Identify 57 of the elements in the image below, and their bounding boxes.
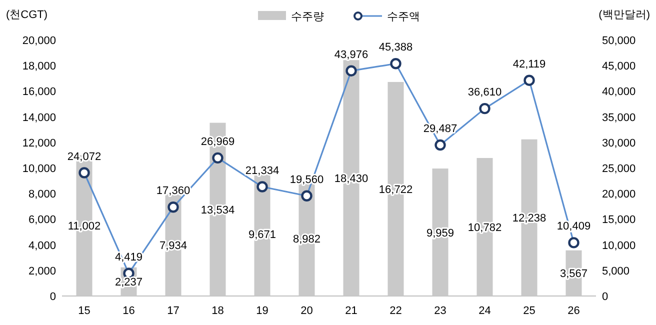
y-tick-label: 6,000 xyxy=(28,214,56,226)
data-label: 13,534 xyxy=(200,204,235,216)
y-tick-label: 20,000 xyxy=(22,35,56,47)
y2-tick-label: 50,000 xyxy=(602,35,636,47)
y2-tick-label: 5,000 xyxy=(602,265,630,278)
y-tick-label: 14,000 xyxy=(22,112,56,124)
data-label: 12,238 xyxy=(512,212,546,225)
x-tick-label: 25 xyxy=(523,305,536,317)
y-tick-label: 4,000 xyxy=(28,240,56,252)
y2-tick-label: 35,000 xyxy=(602,112,636,124)
x-tick-label: 23 xyxy=(434,305,446,317)
y-tick-label: 12,000 xyxy=(22,137,56,150)
data-label: 7,934 xyxy=(159,240,188,252)
x-tick-label: 17 xyxy=(167,305,180,317)
data-label: 42,119 xyxy=(512,58,546,70)
x-tick-label: 19 xyxy=(256,305,268,317)
data-label: 18,430 xyxy=(334,173,368,186)
data-label: 11,002 xyxy=(68,220,101,233)
x-tick-label: 22 xyxy=(390,305,402,317)
y2-tick-label: 10,000 xyxy=(602,240,636,252)
data-label: 16,722 xyxy=(378,184,413,196)
data-label: 8,982 xyxy=(292,234,321,246)
x-tick-label: 16 xyxy=(122,305,135,317)
y-axis-title: (천CGT) xyxy=(6,9,48,21)
y2-tick-label: 40,000 xyxy=(602,86,636,98)
y2-axis-title: (백만달러) xyxy=(598,9,650,21)
data-label: 45,388 xyxy=(378,42,413,54)
data-label: 9,959 xyxy=(426,227,454,240)
x-tick-label: 26 xyxy=(568,305,580,317)
data-label: 3,567 xyxy=(560,268,588,280)
data-label: 43,976 xyxy=(334,48,368,61)
y2-tick-label: 45,000 xyxy=(602,60,636,73)
y2-tick-label: 30,000 xyxy=(602,137,636,150)
y-tick-label: 2,000 xyxy=(28,265,56,278)
y-tick-label: 16,000 xyxy=(22,86,56,98)
x-tick-label: 18 xyxy=(212,305,224,317)
y2-tick-label: 15,000 xyxy=(602,214,636,226)
data-label: 21,334 xyxy=(245,164,280,177)
y2-tick-label: 25,000 xyxy=(602,163,636,175)
y-tick-label: 0 xyxy=(50,291,56,303)
y2-tick-label: 20,000 xyxy=(602,188,636,201)
y2-tick-label: 0 xyxy=(602,291,608,303)
data-label: 10,782 xyxy=(468,222,502,234)
data-label: 26,969 xyxy=(200,136,235,148)
legend-label: 수주액 xyxy=(387,11,420,23)
x-tick-label: 15 xyxy=(78,305,90,317)
legend-label: 수주량 xyxy=(291,11,324,23)
y-tick-label: 8,000 xyxy=(28,188,56,201)
y-tick-label: 10,000 xyxy=(22,163,56,175)
y-tick-label: 18,000 xyxy=(22,60,56,73)
data-label: 24,072 xyxy=(67,150,102,163)
x-tick-label: 20 xyxy=(300,305,313,317)
x-tick-label: 21 xyxy=(345,305,358,317)
data-label: 9,671 xyxy=(248,229,276,242)
data-label: 36,610 xyxy=(468,86,502,99)
data-label: 2,237 xyxy=(114,276,143,289)
x-tick-label: 24 xyxy=(478,305,491,317)
